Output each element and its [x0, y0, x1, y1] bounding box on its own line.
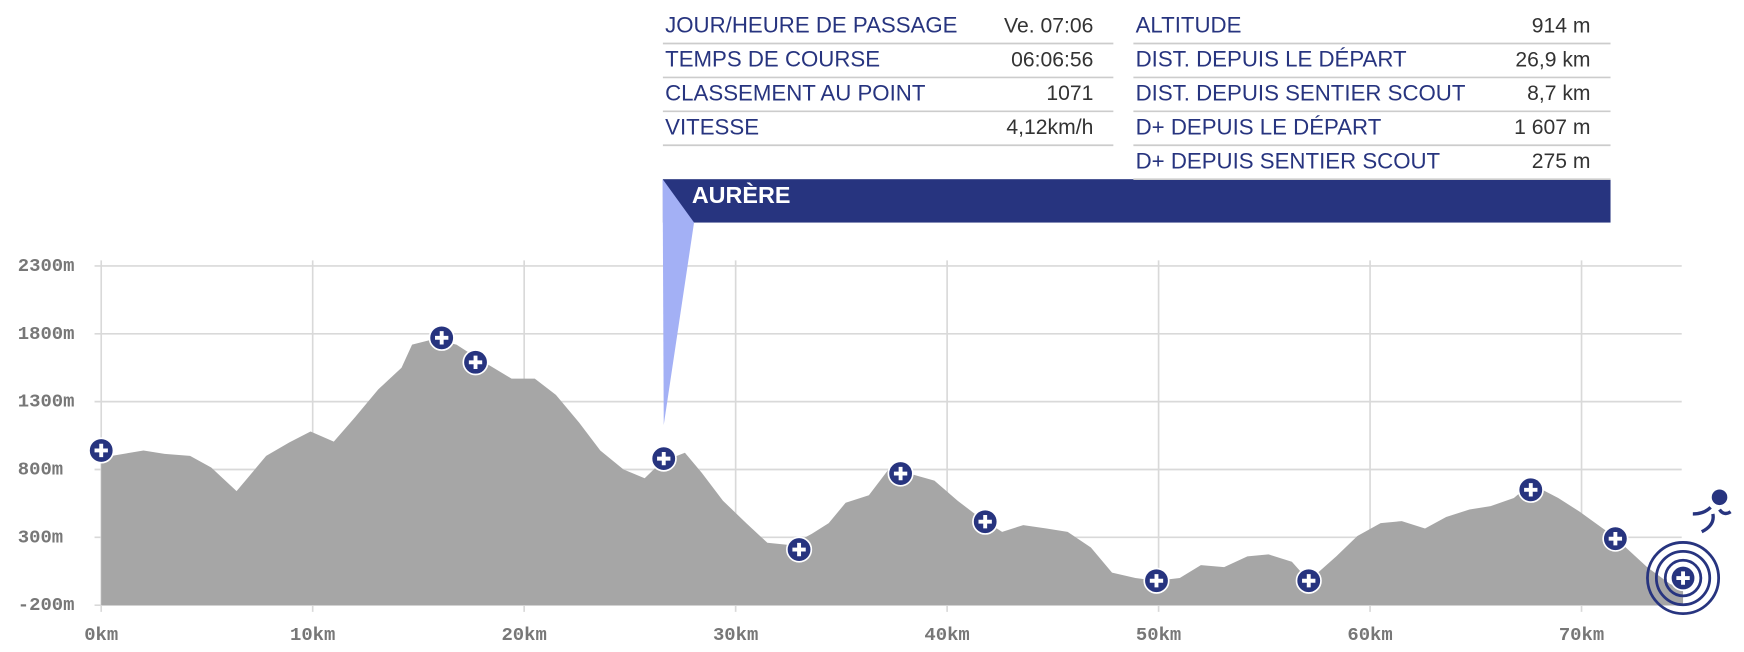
finish-runner-icon	[1692, 489, 1732, 534]
x-tick-label: 0km	[84, 624, 118, 646]
checkpoint	[1517, 476, 1544, 503]
info-label: CLASSEMENT AU POINT	[665, 81, 926, 106]
checkpoint-plus	[792, 542, 806, 557]
plot: AURÈRE	[88, 179, 1721, 616]
x-tick-label: 40km	[924, 624, 969, 646]
info-value: 06:06:56	[1011, 48, 1093, 71]
annotation-title: AURÈRE	[692, 181, 791, 208]
y-tick-label: 1300m	[18, 391, 75, 413]
info-label: ALTITUDE	[1136, 13, 1242, 38]
checkpoint-plus	[435, 331, 449, 345]
info-value: 275 m	[1532, 150, 1591, 173]
info-value: 914 m	[1532, 14, 1591, 37]
finish-ring	[1663, 558, 1703, 598]
info-label: D+ DEPUIS SENTIER SCOUT	[1136, 148, 1441, 173]
info-value: 26,9 km	[1515, 48, 1590, 71]
checkpoint-plus	[94, 443, 108, 458]
checkpoint-plus	[1149, 574, 1164, 588]
finish-ring	[1654, 549, 1712, 607]
checkpoint-plus	[468, 355, 483, 369]
x-tick-label: 60km	[1347, 624, 1392, 646]
checkpoint	[786, 536, 813, 563]
y-tick-label: 800m	[18, 458, 63, 480]
info-panel: JOUR/HEURE DE PASSAGE Ve. 07:06 TEMPS DE C…	[662, 13, 1611, 181]
checkpoint	[1143, 567, 1170, 594]
checkpoint	[88, 437, 115, 464]
x-tick-label: 70km	[1559, 624, 1604, 646]
x-tick-label: 50km	[1136, 624, 1181, 646]
y-tick-label: 2300m	[18, 255, 75, 277]
x-tick-label: 20km	[501, 624, 546, 646]
checkpoint	[1295, 567, 1322, 594]
finish-ring	[1646, 541, 1721, 616]
info-value: 1 607 m	[1514, 116, 1590, 139]
checkpoint	[887, 460, 914, 487]
info-value: Ve. 07:06	[1004, 14, 1093, 37]
checkpoint	[428, 324, 455, 351]
info-label: DIST. DEPUIS SENTIER SCOUT	[1136, 81, 1466, 106]
checkpoint-plus	[1676, 571, 1690, 585]
info-label: TEMPS DE COURSE	[665, 47, 880, 72]
checkpoint-plus	[657, 451, 671, 466]
checkpoint-plus	[1302, 574, 1316, 588]
info-value: 8,7 km	[1527, 82, 1590, 105]
checkpoint	[1646, 541, 1721, 616]
info-label: DIST. DEPUIS LE DÉPART	[1136, 47, 1407, 72]
info-label: JOUR/HEURE DE PASSAGE	[665, 13, 957, 38]
info-label: VITESSE	[665, 114, 759, 139]
info-value: 4,12km/h	[1006, 116, 1093, 139]
x-tick-label: 30km	[713, 624, 758, 646]
y-tick-label: -200m	[18, 594, 75, 616]
annotation-pointer	[662, 179, 695, 425]
checkpoint-plus	[1608, 532, 1623, 546]
annotation-header	[662, 179, 1611, 223]
info-value: 1071	[1046, 82, 1093, 105]
y-tick-label: 300m	[18, 526, 63, 548]
checkpoint	[462, 349, 489, 376]
y-tick-label: 1800m	[18, 323, 75, 345]
checkpoint	[650, 445, 677, 472]
info-label: D+ DEPUIS LE DÉPART	[1136, 114, 1382, 139]
x-tick-label: 10km	[290, 624, 335, 646]
checkpoint-plus	[1524, 483, 1538, 497]
checkpoint-plus	[978, 515, 992, 529]
checkpoint	[1602, 525, 1629, 552]
checkpoint	[972, 508, 999, 535]
checkpoint-plus	[893, 466, 908, 481]
